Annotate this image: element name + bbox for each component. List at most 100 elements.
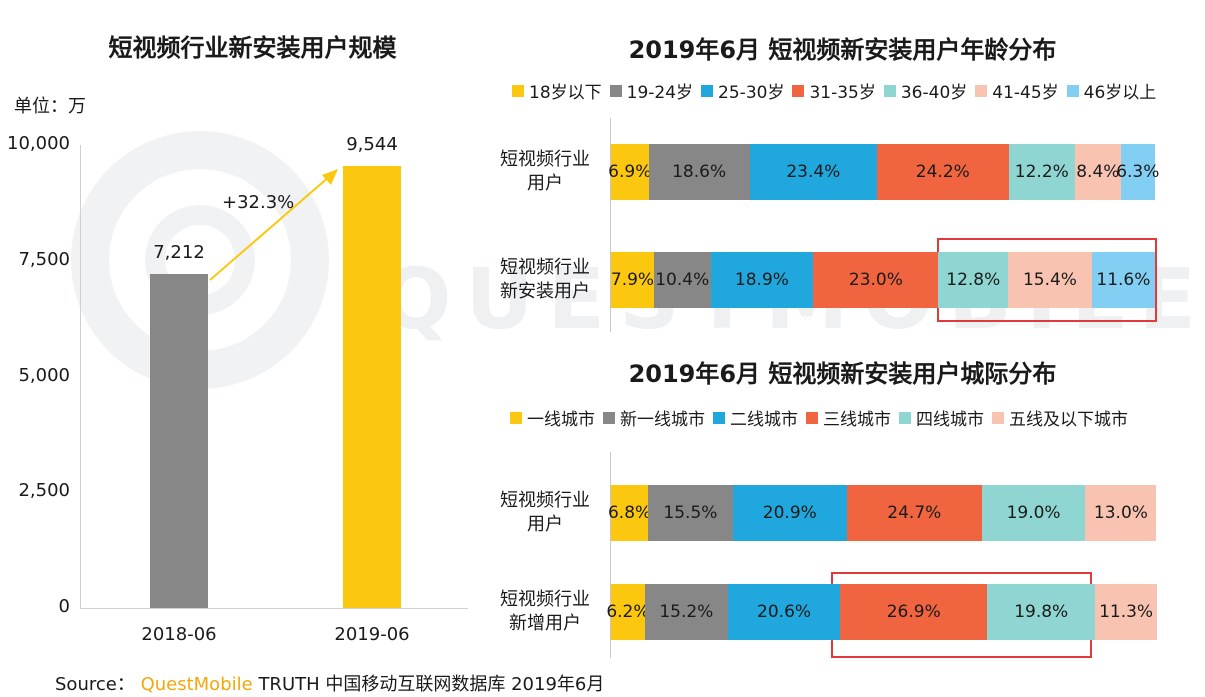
bar-segment: 13.0%: [1085, 485, 1157, 541]
bar-segment: 6.9%: [608, 144, 651, 200]
row-label-line: 新增用户: [509, 613, 581, 634]
legend-item: 46岁以上: [1066, 78, 1157, 103]
age-axis-line: [610, 118, 611, 332]
left-chart-title: 短视频行业新安装用户规模: [108, 34, 397, 62]
y-tick-label: 2,500: [18, 480, 70, 502]
city-chart-title: 2019年6月 短视频新安装用户城际分布: [628, 360, 1057, 388]
bar-segment: 20.6%: [727, 584, 841, 640]
bar-segment: 12.8%: [938, 252, 1009, 308]
city-axis-line: [610, 452, 611, 658]
stacked-bar-row: 6.9% 18.6% 23.4% 24.2% 12.2% 8.4% 6.3%: [608, 144, 1159, 200]
source-rest: TRUTH 中国移动互联网数据库 2019年6月: [258, 674, 605, 695]
legend-swatch: [975, 84, 988, 97]
legend-label: 四线城市: [916, 410, 984, 430]
legend-label: 二线城市: [730, 410, 798, 430]
bar-segment: 12.2%: [1008, 144, 1075, 200]
legend-swatch: [609, 84, 622, 97]
stacked-bar-row: 7.9% 10.4% 18.9% 23.0% 12.8% 15.4% 11.6%: [611, 252, 1155, 308]
bar-segment: 8.4%: [1074, 144, 1121, 200]
bar-segment: 11.3%: [1095, 584, 1157, 640]
bar-segment: 19.8%: [987, 584, 1096, 640]
legend-item: 36-40岁: [883, 78, 968, 103]
bar-segment: 20.9%: [732, 485, 847, 541]
legend-swatch: [899, 411, 911, 424]
bar-segment: 11.6%: [1091, 252, 1155, 308]
bar-segment: 6.3%: [1116, 144, 1159, 200]
legend-label: 三线城市: [823, 410, 891, 430]
bar-segment: 10.4%: [653, 252, 711, 308]
city-legend: 一线城市 新一线城市 二线城市 三线城市 四线城市 五线及以下城市: [510, 405, 1136, 430]
growth-label: +32.3%: [222, 192, 295, 213]
legend-swatch: [713, 411, 725, 424]
growth-arrow: [209, 169, 338, 281]
legend-item: 19-24岁: [609, 78, 694, 103]
bar-segment: 18.9%: [710, 252, 814, 308]
legend-label: 19-24岁: [626, 83, 694, 103]
row-label: 短视频行业 新增用户: [485, 588, 605, 636]
bar-segment: 23.0%: [813, 252, 939, 308]
y-axis-line: [80, 145, 81, 608]
row-label-line: 用户: [527, 514, 563, 535]
legend-label: 五线及以下城市: [1009, 410, 1128, 430]
unit-label: 单位：万: [14, 96, 86, 117]
legend-swatch: [792, 84, 805, 97]
legend-swatch: [992, 411, 1004, 424]
legend-item: 三线城市: [806, 405, 891, 430]
legend-item: 41-45岁: [975, 78, 1059, 103]
row-label-line: 短视频行业: [500, 490, 590, 511]
row-label-line: 短视频行业: [500, 257, 590, 278]
legend-item: 一线城市: [510, 405, 595, 430]
bar-segment: 7.9%: [611, 252, 654, 308]
source-brand: QuestMobile: [140, 674, 253, 695]
row-label-line: 用户: [527, 173, 563, 194]
legend-swatch: [510, 411, 522, 424]
y-tick-label: 5,000: [18, 364, 70, 386]
bar-segment: 26.9%: [840, 584, 988, 640]
legend-swatch: [701, 84, 714, 97]
bar-segment: 15.5%: [648, 485, 733, 541]
legend-swatch: [806, 411, 818, 424]
bar-value-label: 9,544: [346, 134, 398, 156]
x-axis-line: [80, 608, 468, 609]
source-line: Source： QuestMobile TRUTH 中国移动互联网数据库 201…: [55, 670, 604, 696]
legend-swatch: [603, 411, 615, 424]
legend-label: 46岁以上: [1083, 83, 1157, 103]
bar-segment: 15.4%: [1008, 252, 1092, 308]
bar-segment: 23.4%: [749, 144, 877, 200]
legend-item: 二线城市: [713, 405, 798, 430]
legend-item: 四线城市: [899, 405, 984, 430]
bar-segment: 19.0%: [981, 485, 1086, 541]
y-tick-label: 0: [58, 596, 70, 617]
legend-label: 18岁以下: [529, 83, 602, 103]
legend-label: 41-45岁: [992, 83, 1059, 103]
bar-value-label: 7,212: [153, 242, 205, 264]
y-tick-label: 7,500: [18, 248, 70, 270]
legend-item: 18岁以下: [512, 78, 602, 103]
y-tick-label: 10,000: [7, 133, 70, 154]
stacked-bar-row: 6.2% 15.2% 20.6% 26.9% 19.8% 11.3%: [606, 584, 1157, 640]
age-legend: 18岁以下 19-24岁 25-30岁 31-35岁 36-40岁 41-45岁 46岁以上: [512, 78, 1164, 103]
legend-item: 25-30岁: [701, 78, 784, 103]
x-tick-label: 2018-06: [141, 624, 217, 645]
stacked-bar-row: 6.8% 15.5% 20.9% 24.7% 19.0% 13.0%: [608, 485, 1157, 541]
bar-segment: 6.8%: [608, 485, 651, 541]
legend-label: 25-30岁: [718, 83, 785, 103]
bar-segment: 24.7%: [846, 485, 982, 541]
bar-segment: 15.2%: [644, 584, 728, 640]
legend-label: 31-35岁: [809, 83, 876, 103]
bar-segment: 24.2%: [876, 144, 1009, 200]
bar-2018-06: [150, 274, 208, 608]
legend-label: 一线城市: [527, 410, 595, 430]
row-label-line: 新安装用户: [500, 281, 590, 302]
age-chart-title: 2019年6月 短视频新安装用户年龄分布: [628, 36, 1057, 64]
row-label-line: 短视频行业: [500, 149, 590, 170]
row-label: 短视频行业 用户: [485, 148, 605, 196]
legend-item: 五线及以下城市: [992, 405, 1128, 430]
bar-2019-06: [343, 166, 401, 608]
legend-label: 36-40岁: [900, 83, 968, 103]
legend-item: 新一线城市: [603, 405, 705, 430]
legend-item: 31-35岁: [792, 78, 876, 103]
row-label-line: 短视频行业: [500, 589, 590, 610]
legend-swatch: [883, 84, 896, 97]
bar-segment: 18.6%: [648, 144, 750, 200]
